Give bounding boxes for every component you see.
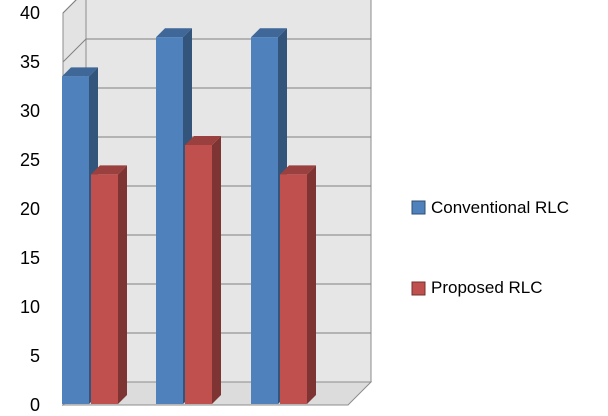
legend-item-proposed: Proposed RLC [411, 278, 543, 297]
legend: Conventional RLC Proposed RLC [411, 198, 569, 297]
bar [185, 136, 221, 404]
bar [280, 165, 316, 404]
legend-item-conventional: Conventional RLC [411, 198, 569, 217]
bar-front [280, 174, 307, 404]
y-tick-label: 35 [20, 52, 40, 72]
bar [91, 165, 127, 404]
bars [62, 28, 316, 405]
bar-top [251, 28, 287, 38]
bar-front [185, 145, 212, 404]
bar-side [212, 136, 221, 404]
bar-top [156, 28, 192, 38]
legend-label-proposed: Proposed RLC [431, 278, 543, 297]
bar-front [251, 37, 278, 404]
bar-top [91, 165, 127, 175]
bar-top [280, 165, 316, 175]
bar-top [185, 136, 221, 145]
gridline [62, 0, 77, 14]
bar-front [62, 76, 89, 405]
legend-swatch-conventional [411, 200, 426, 215]
bar-top [62, 67, 98, 77]
y-tick-label: 30 [20, 101, 40, 121]
y-tick-label: 40 [20, 3, 40, 23]
y-tick-label: 25 [20, 150, 40, 170]
bar-front [156, 37, 183, 404]
bar-side [307, 165, 316, 404]
bar-side [118, 165, 127, 404]
bar-front [91, 174, 118, 404]
y-tick-label: 10 [20, 297, 40, 317]
legend-label-conventional: Conventional RLC [431, 198, 569, 217]
y-tick-label: 15 [20, 248, 40, 268]
y-tick-label: 0 [30, 395, 40, 415]
legend-swatch-proposed [411, 281, 426, 296]
y-axis: 0 5 10 15 20 25 30 35 40 [20, 3, 64, 415]
back-wall [85, 0, 372, 383]
y-tick-label: 5 [30, 346, 40, 366]
y-tick-label: 20 [20, 199, 40, 219]
